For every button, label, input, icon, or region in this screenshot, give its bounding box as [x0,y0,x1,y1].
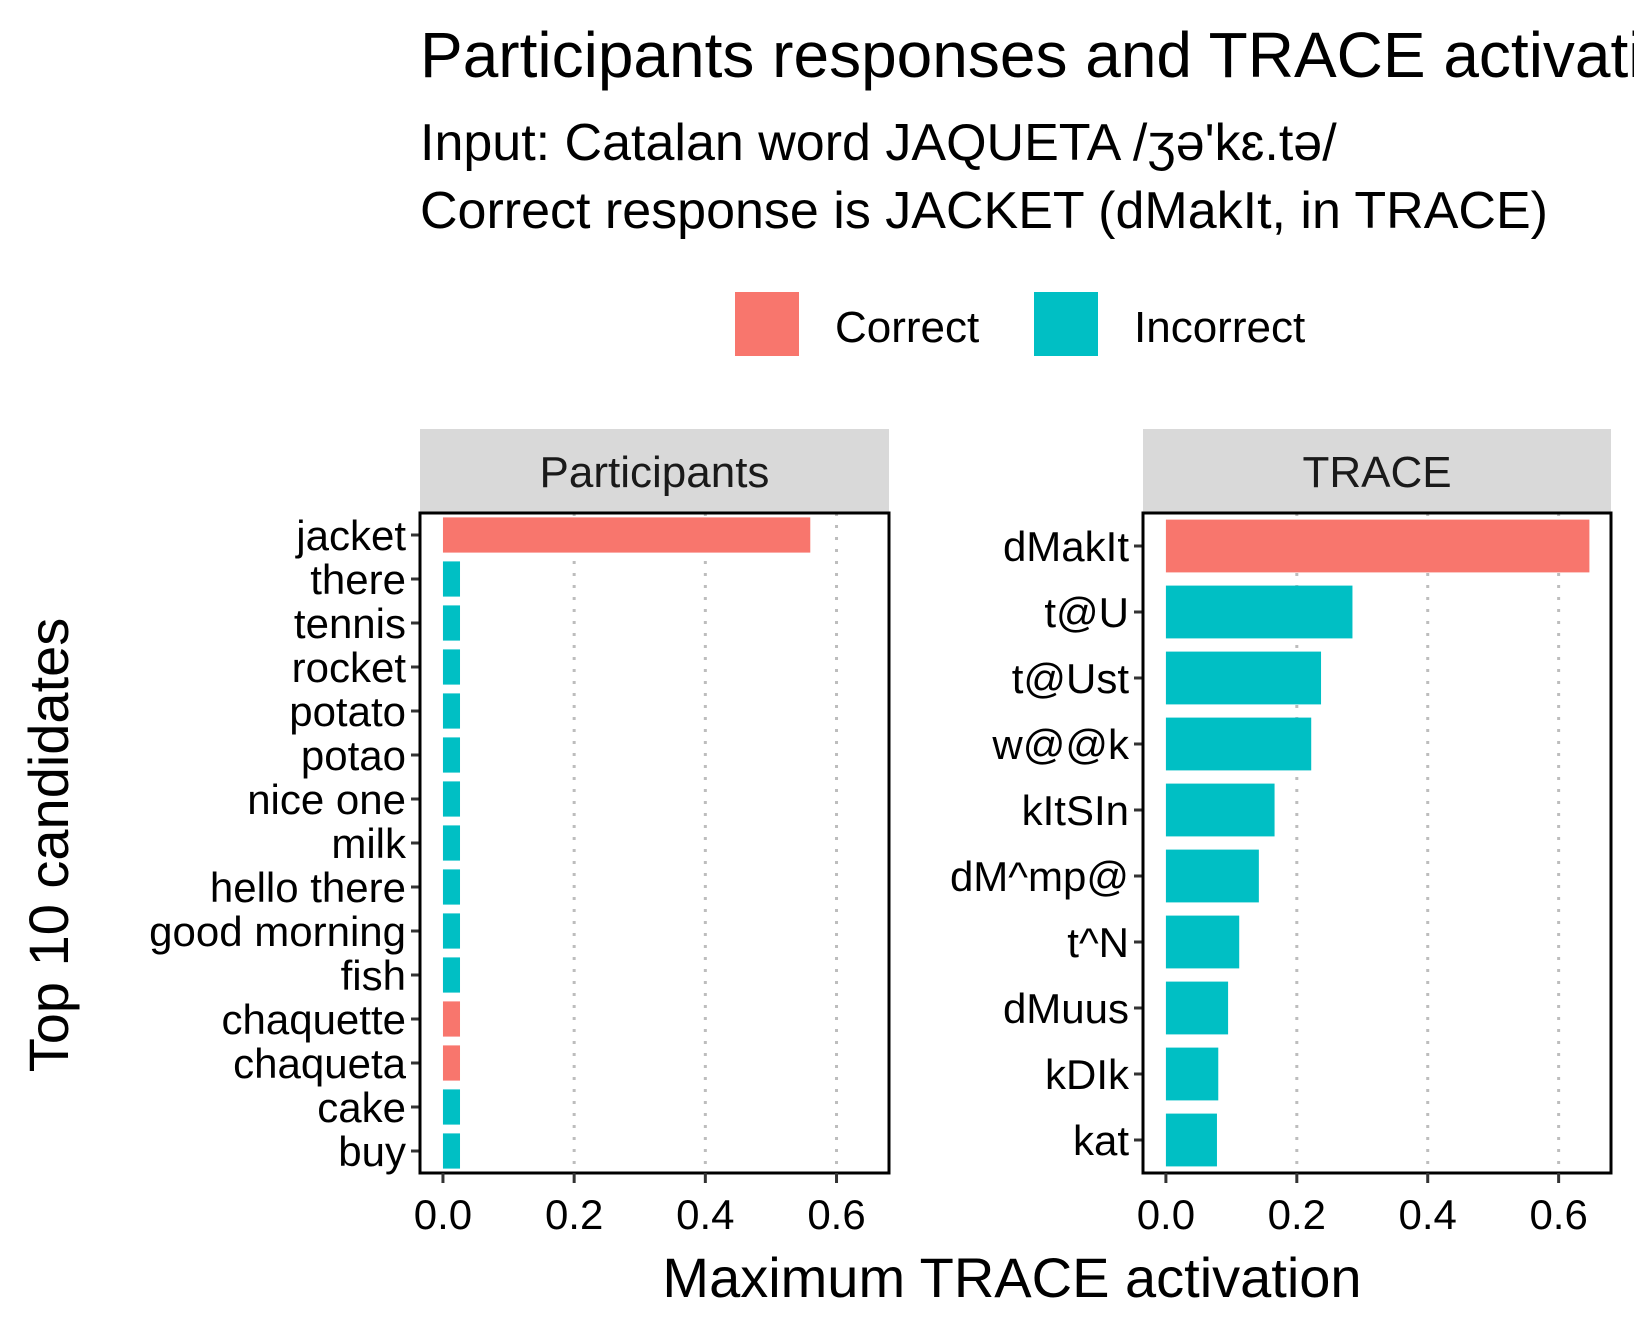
legend-swatch-correct [735,292,799,356]
y-tick-label: t@Ust [1012,655,1130,702]
x-tick-label: 0.4 [676,1191,734,1238]
bar [442,561,461,597]
facet-strip [420,429,889,513]
bar [442,957,461,993]
x-axis-label: Maximum TRACE activation [662,1246,1361,1309]
bar [442,605,461,641]
bar [442,1089,461,1125]
bar [442,1133,461,1169]
panel-participants: Participants jackettheretennisrocketpotat… [149,429,891,1238]
bar [1165,1047,1219,1101]
x-tick-label: 0.6 [807,1191,865,1238]
facet-strip-label: Participants [540,448,770,497]
y-tick-label: kat [1073,1117,1129,1164]
bar [442,649,461,685]
y-tick-label: chaqueta [233,1040,406,1087]
chart-title: Participants responses and TRACE activat… [420,19,1634,91]
y-tick-label: potao [301,732,406,779]
y-tick-label: dMakIt [1003,523,1129,570]
y-tick-label: there [310,556,406,603]
x-tick-label: 0.2 [1268,1191,1326,1238]
y-tick-label: tennis [294,600,406,647]
x-tick-label: 0.0 [1137,1191,1195,1238]
x-tick-label: 0.6 [1529,1191,1587,1238]
bar [1165,651,1322,705]
x-tick-label: 0.0 [414,1191,472,1238]
y-tick-label: dM^mp@ [950,853,1129,900]
bar [442,1001,461,1037]
bar [442,737,461,773]
y-axis-label: Top 10 candidates [17,618,80,1073]
y-tick-label: rocket [292,644,407,691]
y-tick-label: cake [317,1084,406,1131]
y-tick-label: milk [331,820,407,867]
bar [442,781,461,817]
bar [442,693,461,729]
bar [442,913,461,949]
legend: Correct Incorrect [735,292,1305,356]
legend-swatch-incorrect [1034,292,1098,356]
y-tick-label: buy [338,1128,406,1175]
y-tick-label: fish [341,952,406,999]
panel-border [1141,511,1613,1175]
bar [442,517,811,553]
panel-trace: TRACE dMakIt t@U t@Ust w@@k kItSIn dM^mp@ t^N dM… [950,429,1613,1238]
legend-label-correct: Correct [835,303,979,352]
y-tick-label: w@@k [991,721,1130,768]
y-tick-label: kItSIn [1022,787,1129,834]
y-tick-label: t@U [1044,589,1129,636]
chart-subtitle-line1: Input: Catalan word JAQUETA /ʒə'kɛ.tə/ [420,114,1337,172]
facet-strip [1143,429,1611,513]
y-tick-label: hello there [210,864,406,911]
y-tick-label: nice one [247,776,406,823]
y-tick-label: kDIk [1045,1051,1130,1098]
y-tick-label: jacket [294,512,406,559]
y-tick-label: potato [289,688,406,735]
facet-strip-label: TRACE [1302,448,1451,497]
bar [1165,783,1275,837]
bar [1165,717,1312,771]
panel-border [418,511,891,1175]
bar [1165,849,1259,903]
bar [1165,915,1240,969]
bar [442,1045,461,1081]
y-tick-label: t^N [1067,919,1129,966]
x-tick-label: 0.4 [1399,1191,1457,1238]
x-tick-label: 0.2 [545,1191,603,1238]
bar [1165,981,1229,1035]
y-tick-label: dMuus [1003,985,1129,1032]
chart-subtitle-line2: Correct response is JACKET (dMakIt, in T… [420,182,1548,240]
y-tick-label: good morning [149,908,406,955]
legend-label-incorrect: Incorrect [1134,303,1305,352]
bar [1165,1113,1217,1167]
bar [1165,585,1353,639]
bar [442,869,461,905]
bar [442,825,461,861]
y-tick-label: chaquette [222,996,407,1043]
bar [1165,519,1590,573]
